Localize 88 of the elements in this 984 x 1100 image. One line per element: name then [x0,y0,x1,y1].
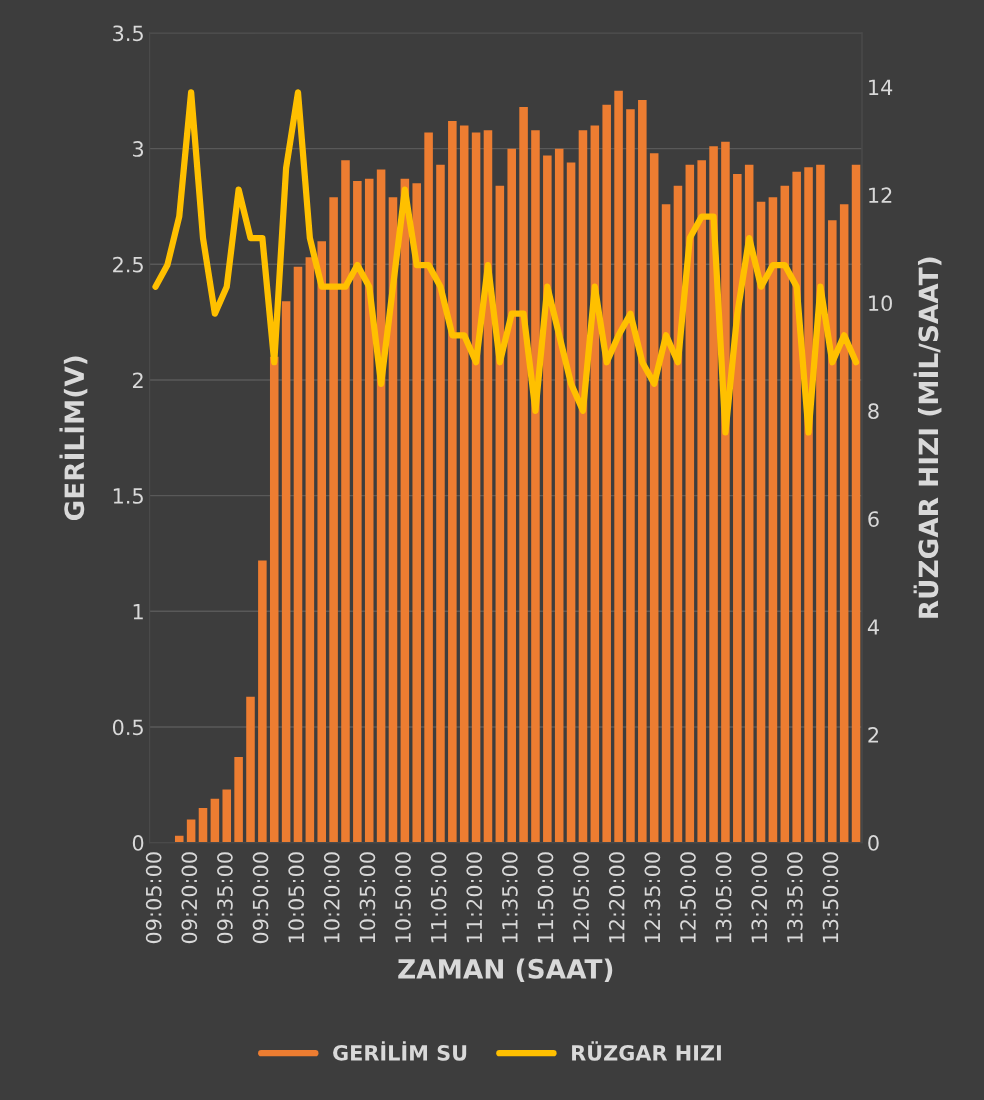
y2-axis-title: RÜZGAR HIZI (MİL/SAAT) [913,257,942,618]
bar [364,178,374,843]
x-tick-label: 13:20:00 [751,852,768,943]
bar [851,164,861,843]
y2-tick-label: 12 [869,187,892,203]
bar [471,132,481,843]
x-tick-label: 12:05:00 [573,852,589,943]
bar [804,167,813,843]
bar [768,197,778,843]
bar [329,197,338,843]
y2-tick-label: 4 [867,619,879,635]
bar [246,696,255,843]
x-tick-label: 09:05:00 [145,852,162,944]
bar [459,125,469,843]
bar [353,181,362,843]
x-tick-label: 10:20:00 [323,852,340,943]
bar [222,789,232,843]
bar [448,120,457,843]
bar [566,162,576,843]
bar [436,164,445,843]
x-tick-label: 10:05:00 [288,852,305,943]
y2-tick-label: 6 [868,511,879,527]
y-tick-label: 2 [132,372,143,388]
bar [210,798,220,843]
bar [234,757,243,843]
bar [305,257,315,843]
x-tick-label: 13:50:00 [822,852,839,943]
x-tick-label: 09:50:00 [252,852,269,944]
x-tick-label: 09:20:00 [181,852,198,944]
bar [709,146,718,843]
bar [733,174,742,843]
bar [626,109,635,843]
legend-label: GERİLİM SU [333,1041,467,1061]
y-tick-label: 2.5 [113,256,143,273]
bar [697,160,706,843]
x-tick-label: 12:35:00 [644,852,661,943]
bar [341,160,350,843]
bar [780,185,790,843]
bar [661,204,671,843]
x-tick-label: 11:35:00 [502,852,518,943]
y2-tick-label: 2 [868,727,879,743]
y-tick-label: 0.5 [112,719,143,736]
bar [649,153,659,843]
x-tick-label: 09:35:00 [217,852,233,944]
x-tick-label: 11:05:00 [430,852,447,943]
y2-tick-label: 10 [869,295,892,312]
bar [281,301,291,843]
x-axis-title: ZAMAN (SAAT) [398,958,613,982]
y-tick-label: 0 [132,835,144,851]
x-tick-label: 10:35:00 [359,852,376,943]
bar [412,183,421,843]
bar [614,90,623,843]
legend-label: RÜZGAR HIZI [572,1041,721,1061]
bar [186,819,196,843]
y-axis-title: GERİLİM(V) [59,356,88,521]
bar [602,104,611,843]
bar [293,266,303,843]
y-tick-label: 1.5 [113,488,143,504]
bar [792,171,801,843]
bar [519,107,528,843]
x-tick-label: 12:50:00 [680,852,696,943]
x-tick-label: 10:50:00 [395,852,411,943]
y-tick-label: 3.5 [113,25,143,42]
bar [198,807,208,843]
bar [756,201,766,843]
bar [543,155,552,843]
bar [638,100,647,843]
x-tick-label: 13:05:00 [715,852,732,943]
y2-tick-label: 8 [868,403,879,420]
y-tick-label: 1 [133,604,143,620]
x-tick-label: 12:20:00 [608,852,625,943]
y2-tick-label: 14 [869,79,893,95]
bar [816,164,825,843]
bar [554,148,564,843]
bar [269,356,279,843]
bar [531,130,540,843]
bar [317,241,327,843]
bar [839,204,849,843]
bar [828,220,837,843]
x-tick-label: 11:20:00 [466,852,483,943]
y2-tick-label: 0 [868,835,879,851]
bar [258,560,267,843]
bar [174,835,184,843]
y-tick-label: 3 [133,141,144,157]
x-tick-label: 11:50:00 [537,852,554,943]
bar [424,132,433,843]
x-tick-label: 13:35:00 [786,852,803,943]
bar [507,148,516,843]
